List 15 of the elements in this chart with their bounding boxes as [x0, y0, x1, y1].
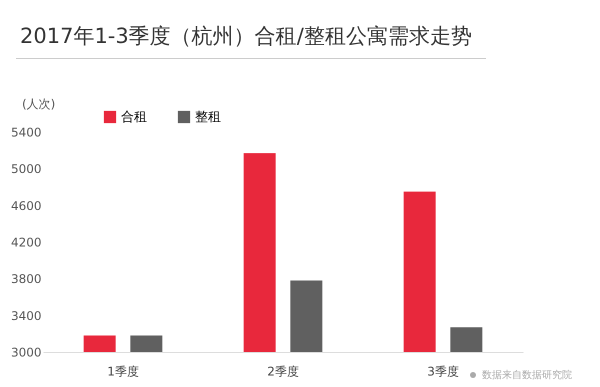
- legend-label: 合租: [121, 110, 147, 125]
- text: 数据来自数据研究院: [482, 370, 572, 381]
- y-tick-label: 5400: [10, 126, 42, 140]
- legend-label: 整租: [195, 110, 221, 125]
- chart-title: 2017年1-3季度（杭州）合租/整租公寓需求走势: [20, 23, 472, 50]
- x-tick-label: 1季度: [107, 364, 139, 378]
- y-tick-label: 4200: [10, 236, 42, 250]
- y-tick-label: 3400: [10, 308, 42, 323]
- y-tick-label: 3000: [10, 346, 42, 360]
- y-tick-label: 4600: [10, 198, 42, 213]
- y-tick-label: 3800: [10, 272, 42, 286]
- x-tick-label: 3季度: [427, 364, 459, 378]
- y-axis-title: (人次): [22, 96, 56, 113]
- x-tick-label: 2季度: [267, 364, 299, 378]
- y-tick-label: 5000: [10, 162, 42, 176]
